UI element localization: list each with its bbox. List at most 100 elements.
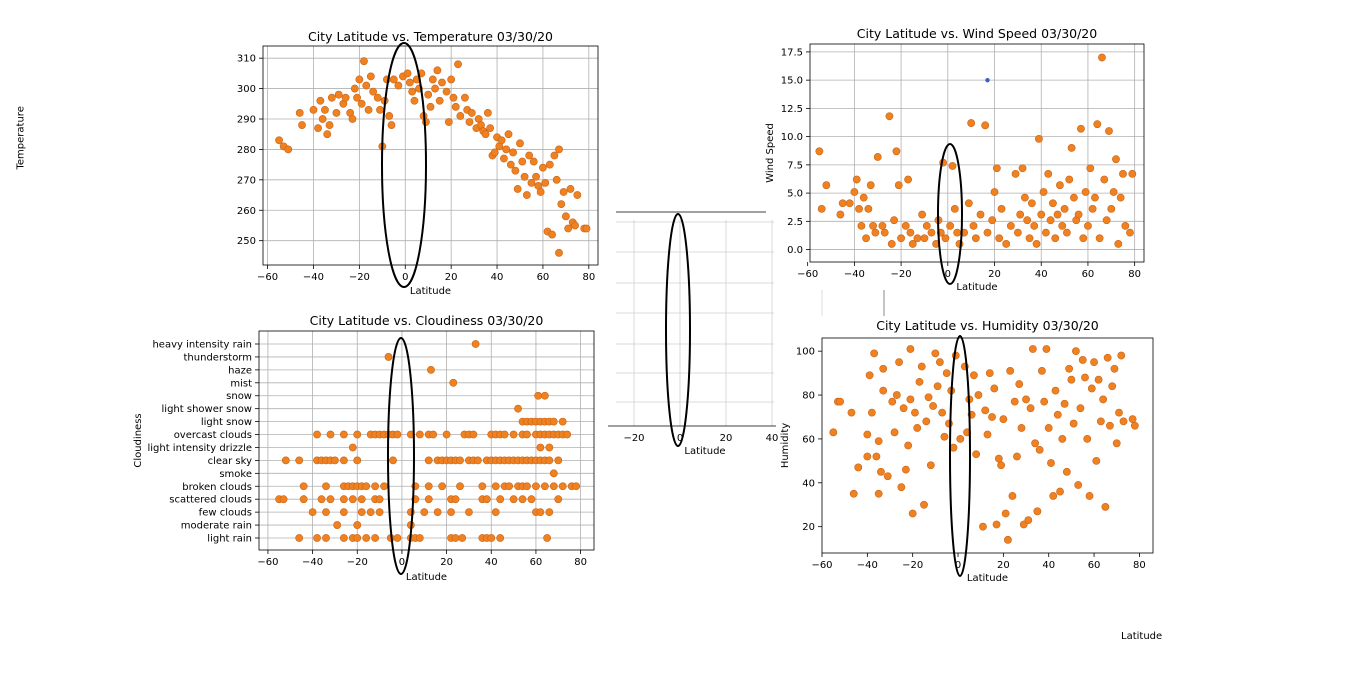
data-point	[478, 482, 487, 491]
data-point	[1130, 421, 1139, 430]
x-tick-label: 80	[1133, 560, 1146, 571]
x-axis-label: Latitude	[406, 572, 447, 583]
data-point	[852, 175, 861, 184]
data-point	[318, 115, 327, 123]
data-point	[1105, 127, 1113, 135]
data-point	[892, 147, 901, 156]
data-point	[552, 175, 561, 184]
data-point	[353, 521, 362, 529]
data-point	[491, 482, 500, 491]
data-point	[1065, 364, 1074, 373]
data-point	[1099, 395, 1108, 404]
data-point	[545, 456, 554, 465]
y-tick-label: broken clouds	[182, 482, 252, 493]
data-point	[942, 369, 951, 378]
data-point	[1026, 404, 1035, 413]
data-point	[496, 534, 505, 542]
data-point	[967, 119, 976, 127]
data-point	[389, 75, 398, 84]
y-tick-label: 0.0	[787, 245, 803, 256]
y-axis-label: Cloudiness	[133, 413, 144, 467]
data-point	[549, 482, 558, 491]
data-point	[415, 430, 424, 439]
data-point	[869, 221, 877, 230]
data-point	[1028, 345, 1037, 353]
data-point	[1069, 419, 1078, 428]
equator-ellipse	[381, 42, 427, 288]
data-point	[465, 118, 474, 126]
data-point	[1114, 240, 1123, 248]
y-tick-label: 12.5	[781, 104, 803, 115]
x-tick-label: 60	[537, 272, 550, 283]
y-tick-label: few clouds	[199, 508, 252, 519]
data-point	[353, 534, 362, 542]
y-tick-label: 15.0	[781, 76, 803, 87]
data-point	[1020, 193, 1029, 202]
data-point	[308, 508, 317, 517]
data-point	[449, 93, 458, 102]
x-tick-label: 80	[574, 557, 587, 568]
data-point	[854, 463, 863, 472]
chart-title: City Latitude vs. Wind Speed 03/30/20	[857, 26, 1097, 41]
data-point	[1006, 221, 1015, 230]
data-point	[1032, 240, 1041, 248]
data-point	[1053, 410, 1062, 419]
data-point	[948, 162, 957, 170]
data-point	[1033, 507, 1042, 516]
data-point	[904, 175, 912, 184]
y-tick-label: light snow	[201, 417, 252, 428]
data-point	[883, 472, 892, 481]
data-point	[536, 188, 545, 196]
data-point	[1098, 53, 1106, 62]
data-point	[863, 452, 872, 461]
data-point	[1013, 228, 1022, 237]
data-point	[469, 430, 478, 439]
data-point	[518, 157, 527, 166]
data-point	[360, 57, 368, 66]
plot-frame	[809, 43, 1145, 263]
data-point	[1056, 181, 1064, 190]
data-point	[564, 224, 573, 233]
data-point	[829, 428, 838, 437]
fragment-background	[608, 212, 774, 426]
data-point	[573, 191, 582, 199]
data-point	[353, 430, 362, 439]
y-tick-label: 20	[802, 522, 815, 533]
data-point	[897, 234, 905, 243]
data-point	[850, 188, 859, 196]
data-point	[522, 191, 531, 199]
data-point	[1090, 358, 1098, 367]
data-point	[353, 93, 361, 102]
data-point	[299, 495, 308, 504]
data-point	[321, 105, 329, 114]
data-point	[331, 456, 339, 465]
plot-frame	[821, 337, 1154, 554]
data-point	[313, 534, 321, 542]
outlier-point	[985, 77, 990, 83]
data-point	[931, 349, 940, 358]
x-axis-label: Latitude	[956, 282, 997, 293]
x-tick-label: 0	[955, 560, 961, 571]
data-point	[1096, 417, 1105, 426]
data-point	[1022, 395, 1030, 404]
data-point	[1008, 492, 1017, 500]
data-point	[1091, 193, 1099, 202]
x-tick-label: −40	[844, 269, 865, 280]
data-point	[1065, 175, 1074, 184]
data-point	[490, 148, 499, 157]
data-point	[1001, 509, 1010, 518]
data-point	[545, 160, 554, 169]
y-tick-label: 80	[802, 391, 815, 402]
data-point	[1027, 199, 1036, 208]
x-tick-label: −60	[257, 272, 278, 283]
y-tick-label: heavy intensity rain	[152, 340, 252, 351]
data-point	[836, 210, 845, 219]
data-point	[1037, 210, 1046, 219]
data-point	[461, 93, 469, 102]
data-point	[322, 534, 330, 542]
data-point	[847, 408, 856, 417]
data-point	[543, 534, 551, 542]
data-point	[532, 482, 540, 491]
data-point	[878, 221, 887, 230]
data-point	[1060, 399, 1069, 408]
